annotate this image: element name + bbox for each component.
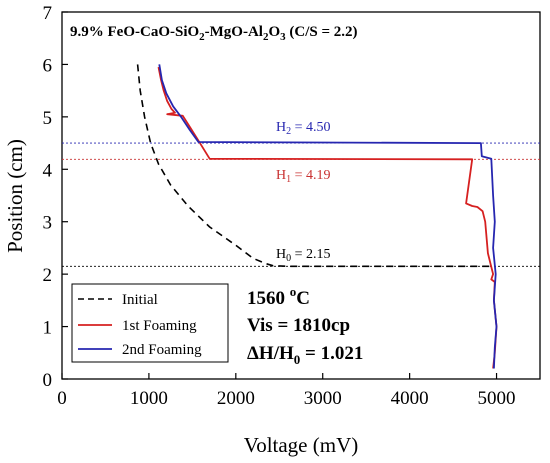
y-tick-label: 4 bbox=[43, 160, 53, 181]
h1-label: H1 = 4.19 bbox=[276, 168, 331, 185]
height-ratio-annotation: ΔH/H0 = 1.021 bbox=[247, 343, 363, 367]
x-tick-label: 0 bbox=[57, 388, 67, 409]
chart-title: 9.9% FeO-CaO-SiO2-MgO-Al2O3 (C/S = 2.2) bbox=[70, 24, 358, 43]
legend-label-initial: Initial bbox=[122, 292, 158, 308]
x-tick-label: 1000 bbox=[130, 388, 168, 409]
series-initial bbox=[136, 64, 495, 268]
x-tick-label: 3000 bbox=[304, 388, 342, 409]
y-tick-label: 5 bbox=[43, 108, 53, 129]
legend-label-1st-foaming: 1st Foaming bbox=[122, 318, 197, 334]
series-2nd-foaming bbox=[158, 64, 498, 369]
h0-label: H0 = 2.15 bbox=[276, 247, 331, 264]
y-tick-label: 0 bbox=[43, 370, 53, 391]
legend-label-2nd-foaming: 2nd Foaming bbox=[122, 342, 202, 358]
y-tick-label: 1 bbox=[43, 318, 53, 339]
y-tick-label: 2 bbox=[43, 265, 53, 286]
legend: Initial 1st Foaming 2nd Foaming bbox=[71, 283, 229, 363]
x-tick-label: 5000 bbox=[478, 388, 516, 409]
temperature-annotation: 1560 oC bbox=[247, 284, 310, 309]
plot-frame bbox=[61, 11, 541, 380]
x-axis-title: Voltage (mV) bbox=[244, 433, 359, 457]
y-axis-title: Position (cm) bbox=[3, 139, 27, 253]
y-tick-label: 3 bbox=[43, 213, 53, 234]
y-tick-label: 6 bbox=[43, 55, 53, 76]
x-tick-label: 2000 bbox=[217, 388, 255, 409]
axis-ticks: 0 1000 2000 3000 4000 5000 0 1 2 3 4 5 6 7 bbox=[43, 3, 516, 409]
viscosity-annotation: Vis = 1810cp bbox=[247, 315, 350, 336]
y-tick-label: 7 bbox=[43, 3, 53, 24]
h2-label: H2 = 4.50 bbox=[276, 120, 331, 137]
series-1st-foaming bbox=[157, 66, 498, 369]
series-layer bbox=[136, 64, 498, 369]
x-tick-label: 4000 bbox=[391, 388, 429, 409]
